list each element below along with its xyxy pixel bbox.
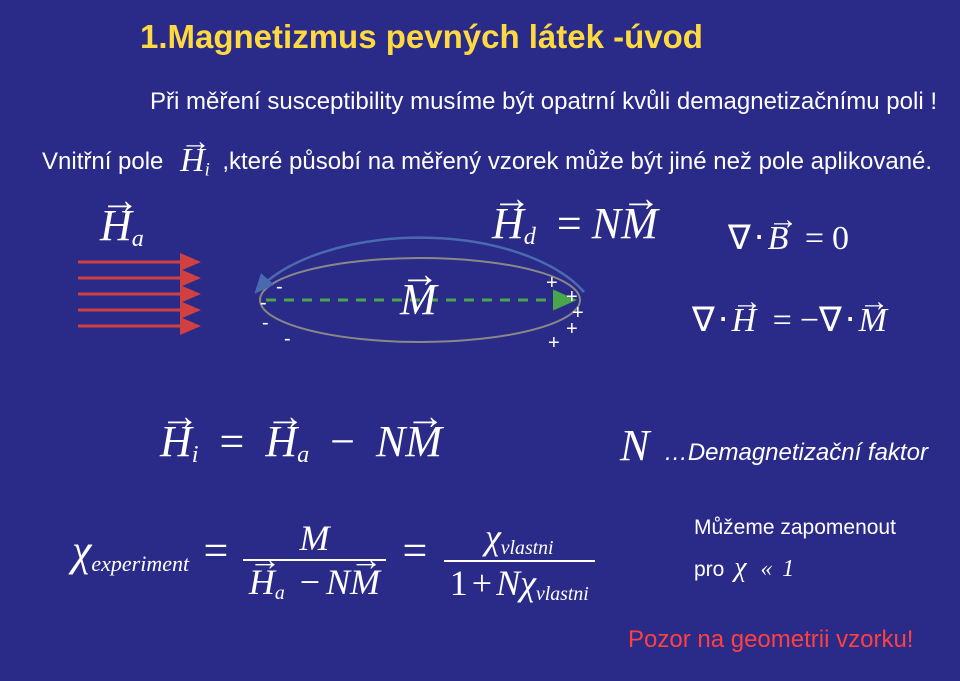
intro-line-1: Při měření susceptibility musíme být opa… — [150, 88, 937, 116]
ha-label: →Ha — [100, 200, 144, 253]
applied-field-lines — [78, 256, 218, 356]
hi-sub: i — [205, 160, 210, 181]
line2-post: ,které působí na měřený vzorek může být … — [222, 148, 932, 175]
sample-diagram — [200, 200, 680, 400]
chi-equation: χexperiment = M →Ha −N→M = χvlastni 1+Nχ… — [72, 516, 595, 606]
line2-pre: Vnitřní pole — [42, 148, 163, 175]
n-caption: …Demagnetizační faktor — [654, 439, 928, 466]
note-forget: Můžeme zapomenout — [694, 516, 896, 540]
geometry-warning: Pozor na geometrii vzorku! — [628, 626, 913, 654]
note-condition: pro χ « 1 — [694, 552, 794, 584]
div-h-eq: ∇⋅→H =−∇⋅→M — [692, 300, 887, 340]
hi-symbol: →H — [180, 142, 205, 180]
m-label: →M — [400, 274, 437, 325]
n-caption-row: N …Demagnetizační faktor — [620, 420, 928, 471]
minus-3: - — [262, 312, 269, 335]
hi-equation: →Hi = →Ha − N→M — [160, 416, 442, 469]
n-symbol: N — [620, 421, 649, 470]
plus-4: + — [566, 318, 578, 341]
minus-4: - — [284, 328, 291, 351]
plus-5: + — [548, 332, 560, 355]
minus-1: - — [276, 276, 283, 299]
intro-line-2: Vnitřní pole →Hi ,které působí na měřený… — [42, 140, 932, 180]
page-title: 1.Magnetizmus pevných látek -úvod — [140, 18, 703, 56]
div-b-eq: ∇⋅→B =0 — [728, 218, 849, 258]
plus-1: + — [546, 272, 558, 295]
